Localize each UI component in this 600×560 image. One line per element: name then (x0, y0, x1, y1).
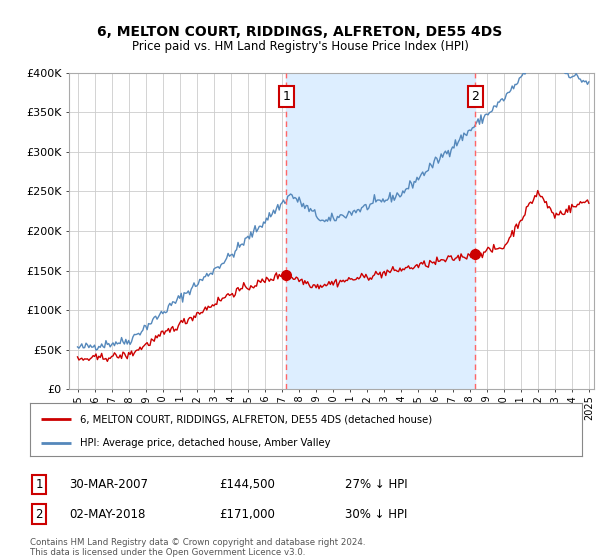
Bar (286, 73, 475, 389)
Text: 02-MAY-2018: 02-MAY-2018 (69, 507, 145, 521)
Text: £171,000: £171,000 (219, 507, 275, 521)
Text: 2: 2 (35, 507, 43, 521)
Text: 6, MELTON COURT, RIDDINGS, ALFRETON, DE55 4DS (detached house): 6, MELTON COURT, RIDDINGS, ALFRETON, DE5… (80, 414, 432, 424)
Text: 30% ↓ HPI: 30% ↓ HPI (345, 507, 407, 521)
Text: Contains HM Land Registry data © Crown copyright and database right 2024.
This d: Contains HM Land Registry data © Crown c… (30, 538, 365, 557)
Text: 30-MAR-2007: 30-MAR-2007 (69, 478, 148, 491)
Text: HPI: Average price, detached house, Amber Valley: HPI: Average price, detached house, Ambe… (80, 438, 330, 448)
Text: 2: 2 (471, 90, 479, 103)
Text: 1: 1 (35, 478, 43, 491)
Text: 1: 1 (283, 90, 290, 103)
Text: Price paid vs. HM Land Registry's House Price Index (HPI): Price paid vs. HM Land Registry's House … (131, 40, 469, 53)
Text: 27% ↓ HPI: 27% ↓ HPI (345, 478, 407, 491)
Text: 6, MELTON COURT, RIDDINGS, ALFRETON, DE55 4DS: 6, MELTON COURT, RIDDINGS, ALFRETON, DE5… (97, 25, 503, 39)
Text: £144,500: £144,500 (219, 478, 275, 491)
